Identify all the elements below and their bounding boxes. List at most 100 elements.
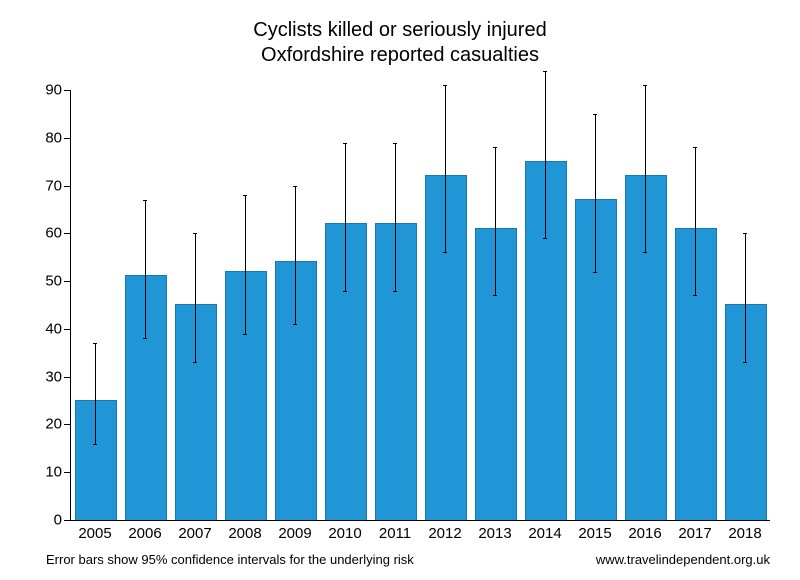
error-cap xyxy=(343,143,347,144)
x-tick-label: 2012 xyxy=(428,525,461,542)
y-axis xyxy=(70,90,71,520)
error-cap xyxy=(543,238,547,239)
error-cap xyxy=(143,338,147,339)
error-bar xyxy=(295,186,296,325)
y-tick xyxy=(64,377,70,378)
x-tick-label: 2013 xyxy=(478,525,511,542)
y-tick-label: 30 xyxy=(12,368,62,385)
error-cap xyxy=(443,85,447,86)
bar xyxy=(625,175,667,520)
chart-title-line2: Oxfordshire reported casualties xyxy=(0,43,800,68)
error-cap xyxy=(243,195,247,196)
footer-note-left: Error bars show 95% confidence intervals… xyxy=(46,552,414,567)
bar xyxy=(375,223,417,520)
error-bar xyxy=(95,343,96,443)
bar xyxy=(275,261,317,520)
y-tick xyxy=(64,233,70,234)
error-bar xyxy=(595,114,596,272)
error-cap xyxy=(293,324,297,325)
x-tick-label: 2006 xyxy=(128,525,161,542)
y-tick-label: 80 xyxy=(12,129,62,146)
error-bar xyxy=(695,147,696,295)
x-tick-label: 2015 xyxy=(578,525,611,542)
chart-title-line1: Cyclists killed or seriously injured xyxy=(0,18,800,43)
bar xyxy=(325,223,367,520)
y-tick-label: 20 xyxy=(12,416,62,433)
y-tick-label: 60 xyxy=(12,225,62,242)
chart-title-block: Cyclists killed or seriously injured Oxf… xyxy=(0,0,800,68)
x-tick-label: 2017 xyxy=(678,525,711,542)
y-tick xyxy=(64,186,70,187)
error-bar xyxy=(145,200,146,339)
error-cap xyxy=(743,233,747,234)
y-tick-label: 70 xyxy=(12,177,62,194)
error-cap xyxy=(93,343,97,344)
error-bar xyxy=(545,71,546,238)
error-cap xyxy=(593,272,597,273)
bar xyxy=(675,228,717,520)
y-tick-label: 50 xyxy=(12,273,62,290)
x-tick-label: 2011 xyxy=(379,525,411,542)
error-cap xyxy=(493,295,497,296)
bar xyxy=(475,228,517,520)
y-tick xyxy=(64,90,70,91)
chart-footer: Error bars show 95% confidence intervals… xyxy=(46,552,770,567)
error-bar xyxy=(395,143,396,291)
error-cap xyxy=(243,334,247,335)
error-cap xyxy=(143,200,147,201)
x-tick-label: 2016 xyxy=(628,525,661,542)
error-cap xyxy=(393,291,397,292)
bar xyxy=(175,304,217,520)
error-cap xyxy=(393,143,397,144)
error-cap xyxy=(193,362,197,363)
y-tick xyxy=(64,138,70,139)
bar xyxy=(125,275,167,520)
x-tick-label: 2010 xyxy=(328,525,361,542)
y-tick xyxy=(64,281,70,282)
error-cap xyxy=(593,114,597,115)
y-tick-label: 10 xyxy=(12,464,62,481)
bar xyxy=(75,400,117,520)
bar xyxy=(525,161,567,520)
bar xyxy=(225,271,267,520)
y-tick xyxy=(64,424,70,425)
error-cap xyxy=(693,295,697,296)
x-tick-label: 2009 xyxy=(278,525,311,542)
error-cap xyxy=(443,252,447,253)
error-bar xyxy=(645,85,646,252)
error-cap xyxy=(193,233,197,234)
error-cap xyxy=(493,147,497,148)
bar xyxy=(575,199,617,520)
y-tick-label: 90 xyxy=(12,82,62,99)
error-cap xyxy=(693,147,697,148)
error-bar xyxy=(495,147,496,295)
bar xyxy=(725,304,767,520)
x-axis xyxy=(70,520,770,521)
x-tick-label: 2014 xyxy=(528,525,561,542)
x-tick-label: 2018 xyxy=(728,525,761,542)
x-tick-label: 2005 xyxy=(78,525,111,542)
error-cap xyxy=(343,291,347,292)
chart-container: Cyclists killed or seriously injured Oxf… xyxy=(0,0,800,580)
error-bar xyxy=(195,233,196,362)
y-tick-label: 40 xyxy=(12,320,62,337)
error-bar xyxy=(745,233,746,362)
error-cap xyxy=(643,85,647,86)
y-tick xyxy=(64,520,70,521)
footer-note-right: www.travelindependent.org.uk xyxy=(596,552,770,567)
error-cap xyxy=(293,186,297,187)
error-cap xyxy=(643,252,647,253)
plot-area xyxy=(70,90,770,520)
y-tick-label: 0 xyxy=(12,512,62,529)
error-cap xyxy=(743,362,747,363)
y-tick xyxy=(64,472,70,473)
x-tick-label: 2008 xyxy=(228,525,261,542)
x-tick-label: 2007 xyxy=(178,525,211,542)
bar xyxy=(425,175,467,520)
error-cap xyxy=(543,71,547,72)
error-bar xyxy=(445,85,446,252)
error-bar xyxy=(345,143,346,291)
error-bar xyxy=(245,195,246,334)
error-cap xyxy=(93,444,97,445)
y-tick xyxy=(64,329,70,330)
